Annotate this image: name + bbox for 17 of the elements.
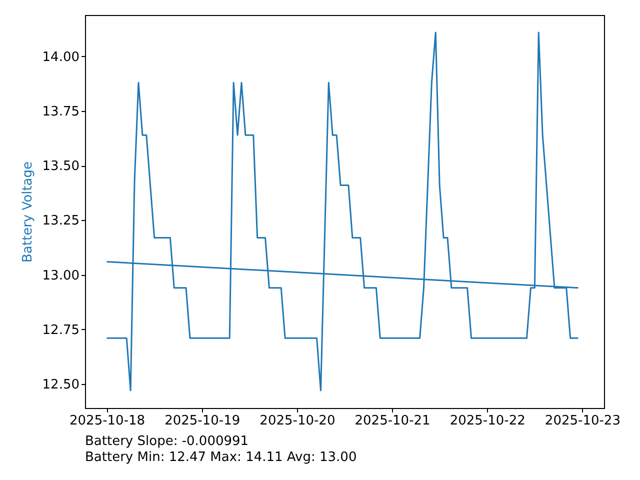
x-tick-label: 2025-10-20 bbox=[260, 414, 336, 428]
text: Battery Min: 12.47 Max: 14.11 Avg: 13.00 bbox=[85, 450, 357, 465]
y-tick-label: 13.00 bbox=[42, 268, 80, 284]
y-tick-label: 14.00 bbox=[42, 50, 80, 65]
x-tick-label: 2025-10-22 bbox=[450, 414, 526, 428]
x-tick-label: 2025-10-18 bbox=[70, 414, 146, 428]
text: Battery Slope: -0.000991 bbox=[85, 434, 249, 449]
y-tick-label: 13.50 bbox=[42, 159, 80, 174]
y-axis-title: Battery Voltage bbox=[20, 161, 36, 263]
y-tick-label: 13.75 bbox=[42, 104, 80, 120]
y-tick-label: 12.75 bbox=[42, 322, 80, 338]
x-tick-label: 2025-10-21 bbox=[354, 414, 430, 428]
line-series bbox=[106, 32, 579, 392]
y-tick-label: 12.50 bbox=[42, 377, 80, 392]
x-tick-label: 2025-10-19 bbox=[164, 414, 240, 428]
y-tick-label: 13.25 bbox=[42, 214, 80, 229]
x-tick-label: 2025-10-23 bbox=[544, 414, 620, 428]
